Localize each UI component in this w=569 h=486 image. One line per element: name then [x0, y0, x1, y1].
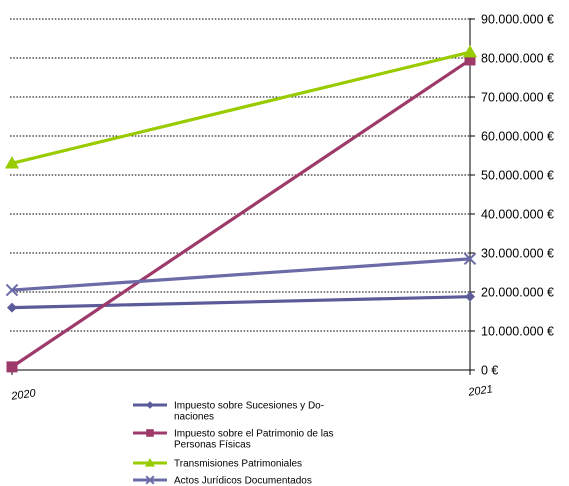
data-point	[5, 283, 19, 297]
legend-marker	[146, 429, 154, 437]
legend-marker	[145, 475, 155, 485]
series-4	[5, 252, 477, 297]
data-point	[6, 361, 18, 373]
legend-label: Impuesto sobre el Patrimonio de las Perso…	[174, 429, 334, 451]
data-point	[462, 45, 478, 58]
y-tick-label: 10.000.000 €	[481, 325, 554, 339]
legend-marker	[145, 458, 155, 467]
legend-label: Actos Jurídicos Documentados	[174, 476, 312, 486]
data-point	[465, 291, 475, 302]
y-tick-label: 50.000.000 €	[481, 169, 554, 183]
y-tick-labels: 0 € 10.000.000 € 20.000.000 € 30.000.000 € 4…	[481, 13, 554, 378]
data-point	[7, 302, 17, 313]
series-lines	[4, 45, 478, 373]
legend-item: Actos Jurídicos Documentados	[133, 475, 312, 486]
y-tick-label: 20.000.000 €	[481, 286, 554, 300]
x-tick-labels: 2020 2021	[10, 383, 494, 402]
data-point	[464, 54, 476, 66]
y-tick-label: 60.000.000 €	[481, 130, 554, 144]
series-2	[6, 54, 476, 373]
data-point	[4, 156, 20, 169]
data-point	[463, 252, 477, 266]
axes	[10, 18, 475, 375]
legend-marker	[146, 401, 154, 409]
y-tick-label: 80.000.000 €	[481, 52, 554, 66]
legend-item: Impuesto sobre el Patrimonio de las Perso…	[133, 429, 334, 451]
legend-label: Impuesto sobre Sucesiones y Do-naciones	[174, 401, 324, 423]
y-tick-label: 0 €	[481, 364, 498, 378]
series-1	[7, 291, 475, 313]
y-tick-label: 90.000.000 €	[481, 13, 554, 27]
series-line	[11, 50, 471, 165]
series-line	[11, 295, 471, 310]
y-tick-label: 30.000.000 €	[481, 247, 554, 261]
series-line	[11, 58, 471, 369]
legend-label: Transmisiones Patrimoniales	[174, 459, 302, 470]
series-line	[11, 257, 471, 292]
y-tick-label: 70.000.000 €	[481, 91, 554, 105]
x-tick-label: 2021	[467, 383, 494, 398]
legend-item: Impuesto sobre Sucesiones y Do-naciones	[133, 401, 324, 423]
y-tick-label: 40.000.000 €	[481, 208, 554, 222]
x-tick-label: 2020	[10, 387, 38, 403]
series-3	[4, 45, 478, 169]
legend-item: Transmisiones Patrimoniales	[133, 458, 302, 470]
legend: Impuesto sobre Sucesiones y Do-naciones I…	[133, 401, 334, 486]
